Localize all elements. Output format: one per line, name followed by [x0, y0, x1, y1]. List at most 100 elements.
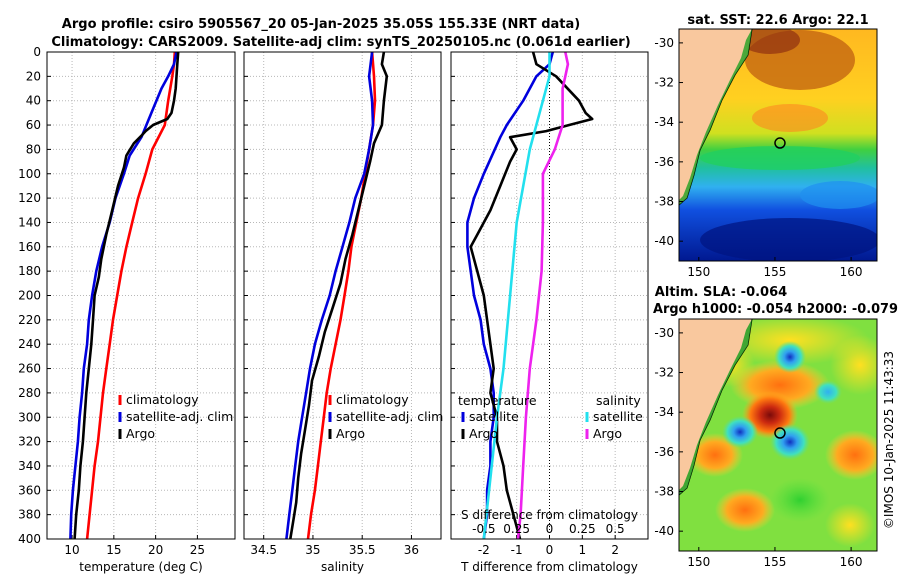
map-ytick-label: -38 — [654, 485, 674, 499]
ytick-label: 300 — [18, 410, 41, 424]
imos-timestamp: ©IMOS 10-Jan-2025 11:43:33 — [882, 351, 896, 529]
xaxis-label: temperature (deg C) — [79, 560, 202, 574]
xtick-label: 36 — [404, 543, 419, 557]
map-xtick-label: 155 — [764, 265, 787, 279]
sla-yellow-east — [830, 335, 877, 395]
sst-cold-patch — [700, 218, 877, 261]
xtick-label: 35 — [305, 543, 320, 557]
temperature-profile: 0 20 40 60 80 100 120 140 160 180 200 220 240 260 280 3… — [18, 45, 236, 574]
sla-cold-eddy-argo — [770, 424, 810, 460]
sst-front — [700, 146, 860, 170]
xtick-label: 0 — [546, 543, 554, 557]
sla-orange-east — [825, 430, 877, 480]
sst-warm-filament — [752, 104, 828, 132]
legend-label: satellite — [469, 409, 519, 424]
legend-label: Argo — [469, 426, 498, 441]
sla-green-patch — [770, 478, 830, 522]
sla-map-title-line2: Argo h1000: -0.054 h2000: -0.079 — [653, 302, 898, 317]
ytick-label: 220 — [18, 313, 41, 327]
sst-cool-patch — [800, 181, 877, 209]
map-xtick-label: 160 — [840, 265, 863, 279]
difference-profile-frame — [450, 51, 649, 540]
xaxis-label: T difference from climatology — [460, 560, 638, 574]
xtick-label: 15 — [106, 543, 121, 557]
ytick-label: 400 — [18, 532, 41, 546]
map-ytick-label: -34 — [654, 405, 674, 419]
legend-title-salinity: salinity — [596, 393, 641, 408]
xtick-label: 1 — [579, 543, 587, 557]
series-line-s-argo — [516, 51, 570, 540]
map-xtick-label: 150 — [687, 555, 710, 569]
x2tick-label: 0.25 — [503, 522, 530, 536]
salinity-profile-frame — [243, 51, 442, 540]
legend-label: Argo — [336, 426, 365, 441]
sla-shelf — [679, 319, 752, 495]
map-xtick-label: 160 — [840, 555, 863, 569]
ytick-label: 20 — [26, 69, 41, 83]
map-ytick-label: -36 — [654, 445, 674, 459]
ytick-label: 240 — [18, 337, 41, 351]
sst-warm-core-2 — [740, 29, 800, 54]
sla-argo-marker — [774, 427, 786, 439]
legend-label: satellite-adj. clim — [336, 409, 443, 424]
x2tick-label: 0 — [546, 522, 554, 536]
series-line-t-satellite — [466, 51, 555, 540]
figure-title-line1: Argo profile: csiro 5905567_20 05-Jan-20… — [62, 17, 580, 32]
ytick-label: 260 — [18, 362, 41, 376]
map-ytick-label: -40 — [654, 234, 674, 248]
series-line-satellite-adj-clim — [69, 51, 178, 540]
xtick-label: 35.5 — [349, 543, 376, 557]
map-ytick-label: -32 — [654, 76, 674, 90]
legend-label: satellite-adj. clim — [126, 409, 233, 424]
x2tick-label: -0.5 — [472, 522, 495, 536]
legend-label: Argo — [126, 426, 155, 441]
ytick-label: 80 — [26, 142, 41, 156]
ytick-label: 340 — [18, 459, 41, 473]
ytick-label: 100 — [18, 167, 41, 181]
sst-argo-marker — [774, 137, 786, 149]
temperature-profile-frame — [46, 51, 236, 540]
ytick-label: 0 — [33, 45, 41, 59]
x2axis-label: S difference from climatology — [461, 508, 638, 522]
ytick-label: 320 — [18, 435, 41, 449]
xtick-label: 10 — [64, 543, 79, 557]
xtick-label: 20 — [148, 543, 163, 557]
ytick-label: 60 — [26, 118, 41, 132]
ytick-label: 280 — [18, 386, 41, 400]
salinity-profile-plot-area — [244, 52, 441, 539]
series-line-argo — [289, 51, 389, 540]
ytick-label: 160 — [18, 240, 41, 254]
xaxis-label: salinity — [321, 560, 364, 574]
ytick-label: 40 — [26, 94, 41, 108]
difference-profile: -2 -1 0 1 2 T difference from climatology temp… — [450, 51, 649, 574]
map-xtick-label: 150 — [687, 265, 710, 279]
map-xtick-label: 155 — [764, 555, 787, 569]
map-ytick-label: -38 — [654, 195, 674, 209]
map-ytick-label: -34 — [654, 115, 674, 129]
map-ytick-label: -36 — [654, 155, 674, 169]
legend-label: satellite — [593, 409, 643, 424]
sla-cyan-patch — [814, 380, 842, 404]
ytick-label: 140 — [18, 215, 41, 229]
legend-label: climatology — [336, 392, 409, 407]
sst-shelf — [679, 29, 752, 205]
ytick-label: 180 — [18, 264, 41, 278]
sla-orange-south — [715, 488, 775, 532]
xtick-label: 34.5 — [250, 543, 277, 557]
series-line-argo — [73, 51, 180, 540]
sst-map: sat. SST: 22.6 Argo: 22.1 150 155 160 -30 -3… — [654, 13, 878, 279]
sst-map-frame — [678, 28, 878, 262]
legend-title-temperature: temperature — [458, 393, 537, 408]
series-line-satellite-adj-clim — [285, 51, 375, 540]
figure-title-line2: Climatology: CARS2009. Satellite-adj cli… — [51, 35, 630, 50]
sla-cold-eddy-west — [722, 416, 758, 448]
sla-map-title-line1: Altim. SLA: -0.064 — [655, 285, 787, 300]
salinity-profile: 34.5 35 35.5 36 salinity climatology satellite… — [243, 51, 443, 574]
x2tick-label: 0.5 — [606, 522, 625, 536]
sla-map-frame — [678, 318, 878, 552]
xtick-label: -1 — [511, 543, 523, 557]
ytick-label: 360 — [18, 483, 41, 497]
xtick-label: 2 — [611, 543, 619, 557]
ytick-label: 380 — [18, 508, 41, 522]
